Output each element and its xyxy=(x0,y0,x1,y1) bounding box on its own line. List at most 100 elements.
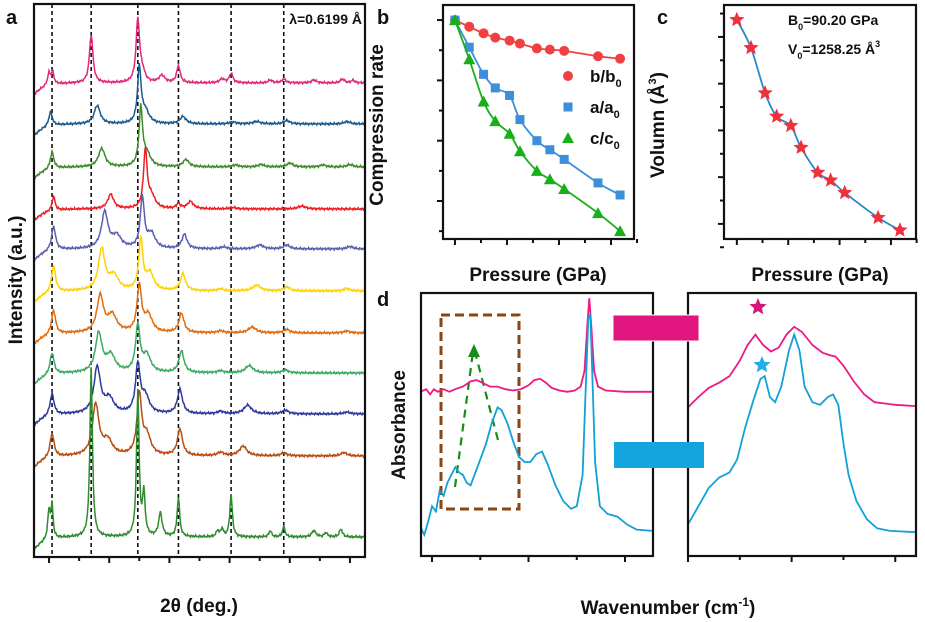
panel-a-frame xyxy=(32,2,367,559)
xrd-trace-3 xyxy=(33,146,366,222)
axis-ticks xyxy=(431,556,897,562)
annotation-rest: =1258.25 Å xyxy=(802,41,875,57)
volume-point-9 xyxy=(870,209,886,225)
panel-a-xrd: a λ=0.6199 Å 2θ (deg.) Intensity (a.u.) xyxy=(6,2,367,617)
point-c/c0-8 xyxy=(558,182,571,194)
y-axis-label-sup: 3 xyxy=(647,78,659,84)
point-b/b0-6 xyxy=(531,43,542,54)
point-c/c0-7 xyxy=(543,173,556,185)
xrd-trace-0 xyxy=(33,16,366,96)
volume-point-6 xyxy=(810,164,826,179)
arrow-line-right xyxy=(473,351,500,441)
axis-ticks xyxy=(718,12,918,249)
point-c/c0-6 xyxy=(530,164,543,176)
atm-badge xyxy=(614,442,704,468)
legend-label-sub: 0 xyxy=(616,78,622,90)
volume-point-4 xyxy=(783,117,799,133)
point-c/c0-3 xyxy=(489,115,502,127)
panel-b-letter: b xyxy=(377,7,389,29)
panel-d-ir: d Absorbance Wavenumber (cm-1) xyxy=(377,289,918,619)
volume-point-2 xyxy=(757,85,773,100)
panel-b-compression: b b/b0a/a0c/c0 Pressure (GPa) Compressio… xyxy=(367,3,638,286)
volume-point-0 xyxy=(729,11,745,27)
point-a/a0-6 xyxy=(532,136,542,146)
x-axis-label-sup: -1 xyxy=(738,595,749,609)
ir-trace-left-0 xyxy=(420,298,653,396)
panel-d-left-frame xyxy=(419,291,655,558)
volume-point-8 xyxy=(837,184,853,200)
point-b/b0-5 xyxy=(514,38,525,49)
panel-c-frame xyxy=(722,3,918,241)
point-b/b0-7 xyxy=(544,44,555,55)
point-b/b0-3 xyxy=(490,32,501,43)
legend-marker-b/b0 xyxy=(563,71,573,81)
xrd-trace-2 xyxy=(33,103,366,181)
y-axis-label: Intensity (a.u.) xyxy=(6,216,27,345)
y-axis-label-end: ) xyxy=(648,72,669,78)
annotation-main: B xyxy=(788,12,798,28)
panel-c-volume: c B0=90.20 GPa V0=1258.25 Å3 Pressure (GP… xyxy=(647,3,918,286)
xrd-trace-5 xyxy=(33,233,366,304)
legend-label-b/b0: b/b0 xyxy=(590,67,622,90)
point-b/b0-2 xyxy=(478,28,489,39)
point-a/a0-8 xyxy=(559,154,569,164)
wavelength-annotation: λ=0.6199 Å xyxy=(289,11,362,27)
panel-c-letter: c xyxy=(657,7,668,29)
legend-label-main: a/a xyxy=(590,98,614,117)
point-c/c0-10 xyxy=(614,225,627,237)
point-a/a0-3 xyxy=(490,83,500,93)
x-axis-label-main: Wavenumber (cm xyxy=(581,598,739,619)
x-axis-label: Pressure (GPa) xyxy=(751,265,888,286)
ir-plot xyxy=(419,298,917,538)
volume-point-1 xyxy=(743,39,759,55)
point-c/c0-2 xyxy=(477,95,490,107)
legend-label-main: b/b xyxy=(590,67,616,86)
arrow-head-icon xyxy=(468,344,480,357)
legend-label-sub: 0 xyxy=(614,140,620,152)
point-c/c0-4 xyxy=(503,127,516,139)
compression-plot xyxy=(448,14,627,237)
x-axis-label-end: ) xyxy=(749,598,755,619)
y-axis-label: Absorbance xyxy=(389,370,410,480)
xrd-traces xyxy=(33,16,366,551)
released-badge xyxy=(612,314,700,342)
legend-marker-a/a0 xyxy=(563,102,573,112)
eos-annotation-0: B0=90.20 GPa xyxy=(788,12,878,32)
ir-annotations xyxy=(612,298,771,468)
xrd-trace-1 xyxy=(33,63,366,136)
eos-annotation-1: V0=1258.25 Å3 xyxy=(788,39,880,61)
ir-trace-left-1 xyxy=(419,313,654,538)
point-a/a0-7 xyxy=(545,145,555,155)
legend: b/b0a/a0c/c0 xyxy=(562,67,622,152)
x-axis-label: Wavenumber (cm-1) xyxy=(581,595,756,619)
star-released-icon xyxy=(749,298,767,315)
point-c/c0-0 xyxy=(448,14,461,26)
volume-point-7 xyxy=(823,172,839,187)
volume-point-10 xyxy=(892,222,908,237)
legend-label-c/c0: c/c0 xyxy=(590,129,620,152)
y-axis-label: Volumn (Å3) xyxy=(647,72,669,178)
point-b/b0-1 xyxy=(464,21,475,32)
svg-text:Volumn (Å3): Volumn (Å3) xyxy=(647,72,669,178)
annotation-sup: 3 xyxy=(875,39,880,49)
xrd-trace-9 xyxy=(33,390,365,468)
point-c/c0-1 xyxy=(463,53,476,65)
point-a/a0-9 xyxy=(593,178,603,188)
point-c/c0-5 xyxy=(513,145,526,157)
xrd-trace-8 xyxy=(33,359,366,427)
arrow-line-left xyxy=(453,351,475,488)
point-c/c0-9 xyxy=(591,207,604,219)
panel-d-letter: d xyxy=(377,289,389,311)
legend-label-sub: 0 xyxy=(614,109,620,121)
x-axis-label: Pressure (GPa) xyxy=(469,265,606,286)
eos-annotations: B0=90.20 GPa V0=1258.25 Å3 xyxy=(788,12,880,61)
volume-plot xyxy=(729,11,908,237)
point-b/b0-8 xyxy=(559,45,570,56)
point-b/b0-4 xyxy=(504,35,515,46)
axis-ticks xyxy=(437,19,638,245)
point-b/b0-9 xyxy=(592,51,603,62)
ir-trace-right-0 xyxy=(687,325,917,409)
point-a/a0-2 xyxy=(479,69,489,79)
panel-a-letter: a xyxy=(6,7,18,29)
